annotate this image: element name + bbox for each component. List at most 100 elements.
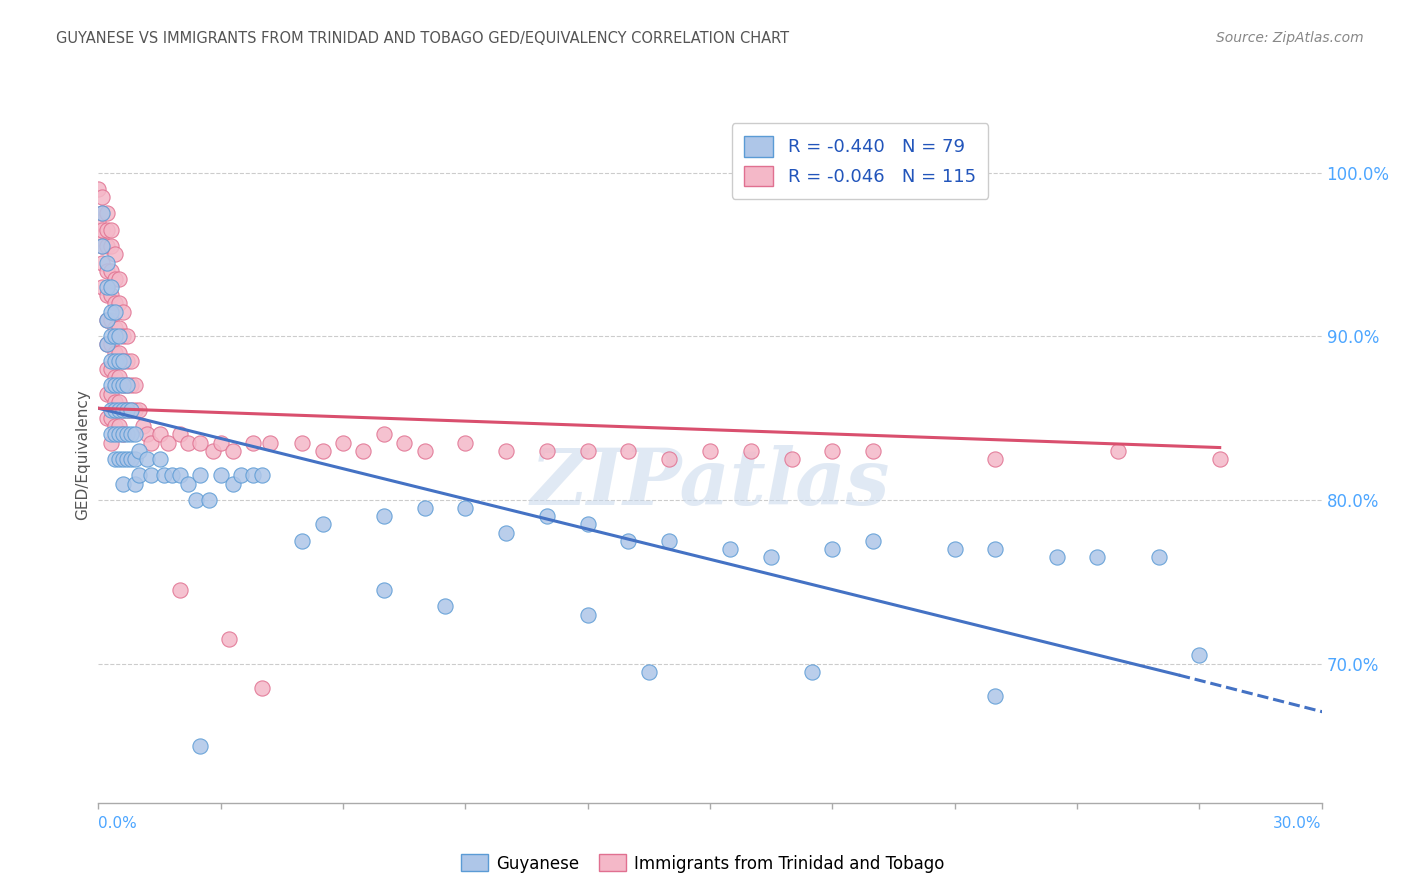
Y-axis label: GED/Equivalency: GED/Equivalency	[75, 390, 90, 520]
Point	[1147, 550, 1170, 565]
Point	[576, 443, 599, 458]
Point	[108, 394, 131, 409]
Point	[259, 435, 281, 450]
Point	[177, 476, 200, 491]
Point	[104, 403, 127, 417]
Point	[91, 280, 114, 294]
Point	[862, 533, 884, 548]
Point	[108, 345, 131, 359]
Point	[100, 378, 122, 392]
Point	[209, 435, 232, 450]
Point	[115, 403, 138, 417]
Legend: R = -0.440   N = 79, R = -0.046   N = 115: R = -0.440 N = 79, R = -0.046 N = 115	[731, 123, 988, 199]
Point	[100, 329, 122, 343]
Point	[108, 427, 131, 442]
Text: 30.0%: 30.0%	[1274, 816, 1322, 830]
Point	[111, 452, 134, 467]
Point	[91, 223, 114, 237]
Point	[495, 525, 517, 540]
Point	[617, 533, 640, 548]
Point	[454, 501, 477, 516]
Legend: Guyanese, Immigrants from Trinidad and Tobago: Guyanese, Immigrants from Trinidad and T…	[454, 847, 952, 880]
Point	[104, 247, 127, 261]
Point	[250, 681, 273, 696]
Point	[124, 427, 146, 442]
Point	[761, 550, 783, 565]
Point	[100, 435, 122, 450]
Point	[149, 427, 172, 442]
Point	[111, 304, 134, 318]
Point	[108, 378, 131, 392]
Point	[91, 255, 114, 269]
Point	[658, 452, 681, 467]
Point	[104, 427, 127, 442]
Point	[87, 182, 110, 196]
Point	[821, 542, 844, 557]
Point	[186, 492, 208, 507]
Point	[231, 468, 253, 483]
Point	[115, 353, 138, 368]
Point	[332, 435, 354, 450]
Point	[111, 427, 134, 442]
Point	[124, 476, 146, 491]
Point	[373, 427, 395, 442]
Point	[108, 353, 131, 368]
Point	[104, 321, 127, 335]
Point	[104, 345, 127, 359]
Point	[352, 443, 374, 458]
Point	[188, 739, 212, 753]
Point	[91, 239, 114, 253]
Point	[136, 427, 159, 442]
Point	[188, 435, 212, 450]
Point	[91, 239, 114, 253]
Point	[658, 533, 681, 548]
Point	[108, 329, 131, 343]
Point	[108, 370, 131, 384]
Point	[108, 296, 131, 310]
Point	[312, 517, 335, 532]
Point	[149, 452, 172, 467]
Point	[242, 435, 264, 450]
Point	[291, 435, 314, 450]
Point	[96, 264, 118, 278]
Point	[156, 435, 179, 450]
Point	[96, 411, 118, 425]
Point	[96, 239, 118, 253]
Text: ZIPatlas: ZIPatlas	[530, 444, 890, 521]
Point	[91, 206, 114, 220]
Point	[96, 223, 118, 237]
Point	[740, 443, 762, 458]
Point	[218, 632, 240, 646]
Point	[1209, 452, 1232, 467]
Point	[104, 296, 127, 310]
Point	[373, 509, 395, 524]
Point	[197, 492, 219, 507]
Point	[576, 517, 599, 532]
Point	[124, 403, 146, 417]
Point	[96, 386, 118, 401]
Point	[862, 443, 884, 458]
Point	[108, 321, 131, 335]
Point	[104, 353, 127, 368]
Point	[169, 582, 191, 597]
Point	[100, 304, 122, 318]
Point	[100, 353, 122, 368]
Point	[104, 304, 127, 318]
Point	[96, 280, 118, 294]
Point	[100, 403, 122, 417]
Point	[169, 427, 191, 442]
Point	[392, 435, 416, 450]
Point	[111, 329, 134, 343]
Point	[96, 255, 118, 269]
Point	[96, 313, 118, 327]
Point	[373, 582, 395, 597]
Point	[96, 288, 118, 302]
Point	[87, 214, 110, 228]
Point	[100, 280, 122, 294]
Point	[115, 378, 138, 392]
Point	[100, 411, 122, 425]
Point	[115, 403, 138, 417]
Point	[291, 533, 314, 548]
Text: Source: ZipAtlas.com: Source: ZipAtlas.com	[1216, 31, 1364, 45]
Point	[495, 443, 517, 458]
